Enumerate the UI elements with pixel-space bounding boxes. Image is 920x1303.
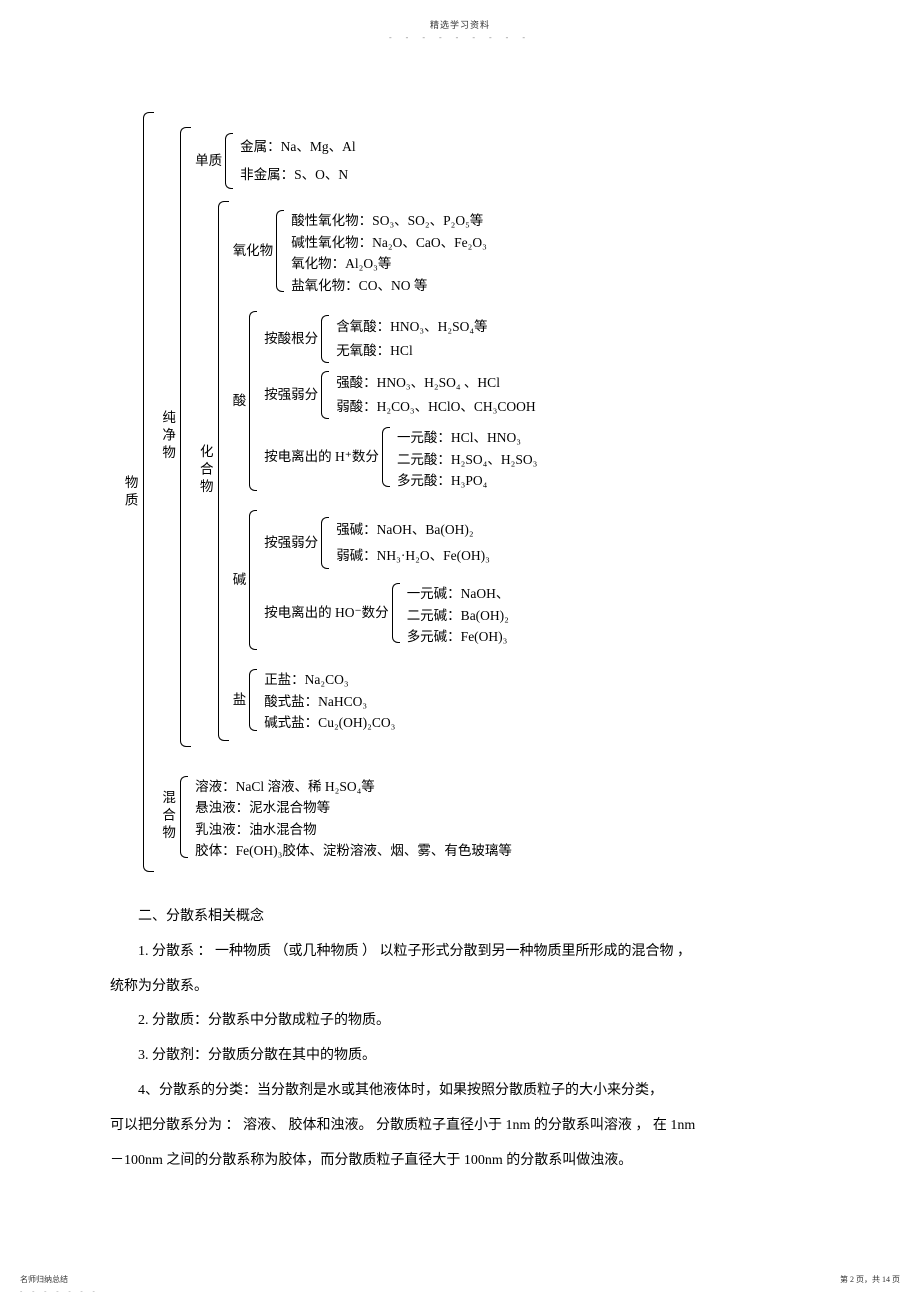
para-1: 1. 分散系 ： 一种物质 （或几种物质 ） 以粒子形式分散到另一种物质里所形成… [110, 937, 810, 968]
para-4: 4、分散系的分类：当分散剂是水或其他液体时，如果按照分散质粒子的大小来分类， [110, 1076, 810, 1107]
para-2: 2. 分散质：分散系中分散成粒子的物质。 [110, 1006, 810, 1037]
para-1b: 统称为分散系。 [110, 972, 810, 1003]
nonmetal-line: 非金属：S、O、N [240, 164, 356, 186]
oxide-nonsalt: 盐氧化物：CO、NO 等 [291, 275, 487, 297]
mix-emul: 乳浊液：油水混合物 [195, 819, 512, 841]
base-mono: 一元碱：NaOH、 [407, 583, 510, 605]
acid-nooxy: 无氧酸：HCl [336, 340, 487, 362]
salt-label: 盐 [233, 690, 247, 710]
oxide-base: 碱性氧化物：Na₂O、CaO、Fe₂O₃ [291, 232, 487, 254]
oxide-acid: 酸性氧化物：SO₃、SO₂、P₂O₅等 [291, 210, 487, 232]
salt-base: 碱式盐：Cu₂(OH)₂CO₃ [264, 712, 395, 734]
para-3: 3. 分散剂：分散质分散在其中的物质。 [110, 1041, 810, 1072]
acid-strong: 强酸：HNO₃、H₂SO₄ 、HCl [336, 372, 535, 394]
oxide-amph: 氧化物：Al₂O₃等 [291, 253, 487, 275]
acid-poly: 多元酸：H₃PO₄ [397, 470, 537, 492]
acid-byroot: 按酸根分 [264, 329, 318, 349]
base-weak: 弱碱：NH₃·H₂O、Fe(OH)₃ [336, 545, 490, 567]
simple-label: 单质 [195, 151, 222, 171]
classification-diagram: 物质 纯净物 单质 金属：Na、Mg、Al 非金属：S、O、N [120, 112, 800, 872]
mix-solution: 溶液：NaCl 溶液、稀 H₂SO₄等 [195, 776, 512, 798]
footer-left: 名师归纳总结 [20, 1274, 68, 1285]
root-label: 物质 [120, 475, 140, 510]
footer-right: 第 2 页，共 14 页 [840, 1274, 900, 1285]
header-dots: - - - - - - - - - [0, 33, 920, 42]
base-strong: 强碱：NaOH、Ba(OH)₂ [336, 519, 490, 541]
body-text: 二、分散系相关概念 1. 分散系 ： 一种物质 （或几种物质 ） 以粒子形式分散… [110, 902, 810, 1176]
base-byoh: 按电离出的 HO⁻数分 [264, 603, 389, 623]
salt-acid: 酸式盐：NaHCO₃ [264, 691, 395, 713]
base-bystrength: 按强弱分 [264, 533, 318, 553]
compound-label: 化合物 [195, 444, 215, 497]
para-5b: －100nm 之间的分散系称为胶体，而分散质粒子直径大于 100nm 的分散系叫… [110, 1146, 810, 1177]
mix-colloid: 胶体：Fe(OH)₃胶体、淀粉溶液、烟、雾、有色玻璃等 [195, 840, 512, 862]
header-title: 精选学习资料 [430, 20, 490, 30]
acid-mono: 一元酸：HCl、HNO₃ [397, 427, 537, 449]
base-di: 二元碱：Ba(OH)₂ [407, 605, 510, 627]
acid-di: 二元酸：H₂SO₄、H₂SO₃ [397, 449, 537, 471]
mix-label: 混合物 [158, 790, 178, 843]
salt-normal: 正盐：Na₂CO₃ [264, 669, 395, 691]
base-label: 碱 [233, 570, 247, 590]
acid-oxy: 含氧酸：HNO₃、H₂SO₄等 [336, 316, 487, 338]
section-heading: 二、分散系相关概念 [110, 902, 810, 933]
para-5a: 可以把分散系分为 ： 溶液、 胶体和浊液。 分散质粒子直径小于 1nm 的分散系… [110, 1111, 810, 1142]
acid-bystrength: 按强弱分 [264, 385, 318, 405]
acid-label: 酸 [233, 391, 247, 411]
footer-left-dots: - - - - - - - [20, 1287, 99, 1295]
metal-line: 金属：Na、Mg、Al [240, 136, 356, 158]
acid-byh: 按电离出的 H⁺数分 [264, 447, 379, 467]
page-header: 精选学习资料 [0, 0, 920, 31]
oxide-label: 氧化物 [233, 241, 274, 261]
base-poly: 多元碱：Fe(OH)₃ [407, 626, 510, 648]
pure-label: 纯净物 [158, 410, 178, 463]
mix-susp: 悬浊液：泥水混合物等 [195, 797, 512, 819]
acid-weak: 弱酸：H₂CO₃、HClO、CH₃COOH [336, 396, 535, 418]
